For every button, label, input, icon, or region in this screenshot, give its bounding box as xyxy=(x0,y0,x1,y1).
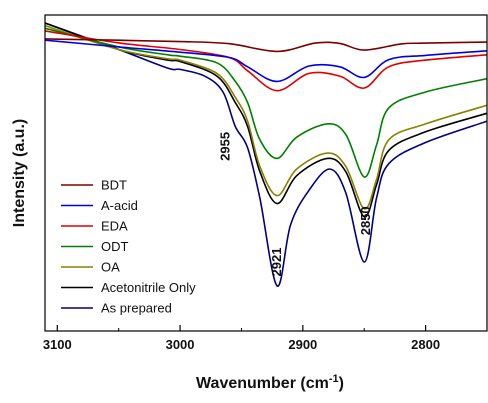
y-axis-title: Intensity (a.u.) xyxy=(11,119,28,227)
x-tick-label-1: 3000 xyxy=(166,337,195,352)
legend-label-4: OA xyxy=(101,260,120,275)
plot-frame xyxy=(44,14,488,332)
legend-label-1: A-acid xyxy=(101,198,138,213)
peak-label-0: 2955 xyxy=(217,132,232,161)
series-line-5 xyxy=(45,22,487,218)
x-tick-label-2: 2900 xyxy=(288,337,317,352)
series-line-0 xyxy=(45,38,487,53)
series-layer xyxy=(45,22,487,287)
x-axis-title: Wavenumber (cm-1) xyxy=(196,373,344,392)
series-line-3 xyxy=(45,27,487,178)
tick-layer: 3100 3000 2900 2800 xyxy=(43,325,440,352)
x-tick-label-0: 3100 xyxy=(43,337,72,352)
legend: BDT A-acid EDA ODT OA Acetonitrile Only As pre… xyxy=(61,178,196,316)
series-line-2 xyxy=(45,30,487,92)
series-line-1 xyxy=(45,39,487,83)
legend-label-2: EDA xyxy=(101,219,128,234)
legend-label-6: As prepared xyxy=(101,301,172,316)
series-line-6 xyxy=(45,22,487,287)
series-line-4 xyxy=(45,24,487,210)
legend-label-5: Acetonitrile Only xyxy=(101,280,196,295)
legend-label-3: ODT xyxy=(101,239,129,254)
annotation-layer: 2955 2921 2850 xyxy=(217,132,373,277)
peak-label-2: 2850 xyxy=(358,206,373,235)
legend-label-0: BDT xyxy=(101,178,127,193)
x-tick-label-3: 2800 xyxy=(411,337,440,352)
peak-label-1: 2921 xyxy=(269,248,284,277)
